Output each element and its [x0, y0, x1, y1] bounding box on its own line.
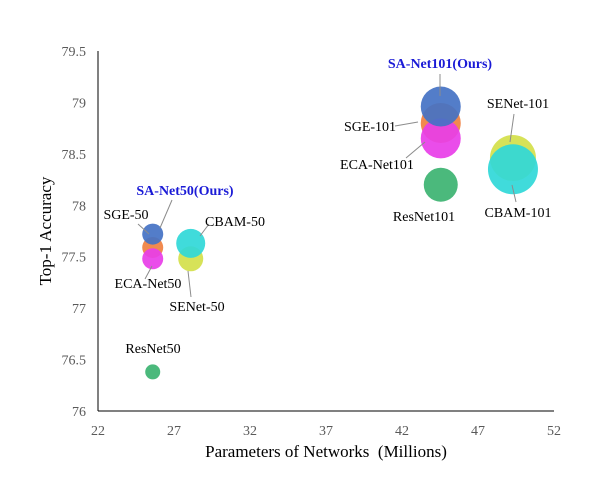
point-label: SA-Net101(Ours): [388, 57, 493, 72]
y-tick-labels: 76 76.5 77 77.5 78 78.5 79 79.5: [62, 45, 87, 420]
bubble-resnet50: [145, 364, 161, 380]
leader-line: [159, 199, 173, 229]
y-tick-label: 76.5: [62, 354, 87, 369]
axes: [97, 51, 554, 412]
bubble-sa-net101-ours: [420, 86, 461, 127]
bubble-cbam-101: [487, 144, 538, 195]
y-tick-label: 79.5: [62, 45, 87, 60]
leader-line: [511, 184, 517, 203]
y-tick-label: 78: [72, 199, 86, 214]
y-tick-label: 77.5: [62, 251, 87, 266]
point-label: SENet-50: [169, 300, 224, 315]
leader-line: [187, 270, 192, 298]
bubble-resnet101: [423, 167, 458, 202]
point-label: ECA-Net50: [115, 277, 182, 292]
x-tick-label: 22: [91, 424, 105, 439]
x-tick-label: 42: [395, 424, 409, 439]
y-tick-label: 79: [72, 96, 86, 111]
leader-line: [137, 223, 150, 235]
y-tick-label: 76: [72, 405, 86, 420]
bubble-sa-net50-ours: [142, 223, 164, 245]
x-tick-label: 32: [243, 424, 257, 439]
y-tick-label: 78.5: [62, 148, 87, 163]
x-tick-label: 37: [319, 424, 333, 439]
point-label: SENet-101: [487, 97, 549, 112]
leader-line: [199, 223, 210, 237]
point-label: ResNet50: [125, 342, 180, 357]
point-label: SGE-50: [103, 208, 148, 223]
point-label: SA-Net50(Ours): [136, 184, 234, 199]
leader-lines: [137, 74, 517, 298]
point-label: ResNet101: [393, 210, 455, 225]
x-tick-label: 47: [471, 424, 485, 439]
bubble-eca-net50: [142, 248, 164, 270]
x-tick-label: 52: [547, 424, 561, 439]
point-label: CBAM-101: [485, 206, 552, 221]
y-tick-label: 77: [72, 302, 86, 317]
y-axis-title: Top-1 Accuracy: [36, 176, 55, 285]
x-axis-title: Parameters of Networks (Millions): [205, 442, 447, 461]
point-label: SGE-101: [344, 120, 396, 135]
x-tick-labels: 22 27 32 37 42 47 52: [91, 424, 561, 439]
point-label: CBAM-50: [205, 215, 265, 230]
bubble-eca-net101: [420, 118, 461, 159]
bubbles: [142, 86, 538, 380]
x-tick-label: 27: [167, 424, 181, 439]
leader-line: [144, 265, 153, 280]
leader-line: [394, 121, 419, 127]
point-labels: ResNet50 SGE-50 ECA-Net50 SA-Net50(Ours) SEN…: [103, 57, 551, 357]
leader-line: [405, 141, 426, 159]
bubble-cbam-50: [176, 228, 206, 258]
leader-line: [509, 113, 515, 143]
point-label: ECA-Net101: [340, 158, 414, 173]
